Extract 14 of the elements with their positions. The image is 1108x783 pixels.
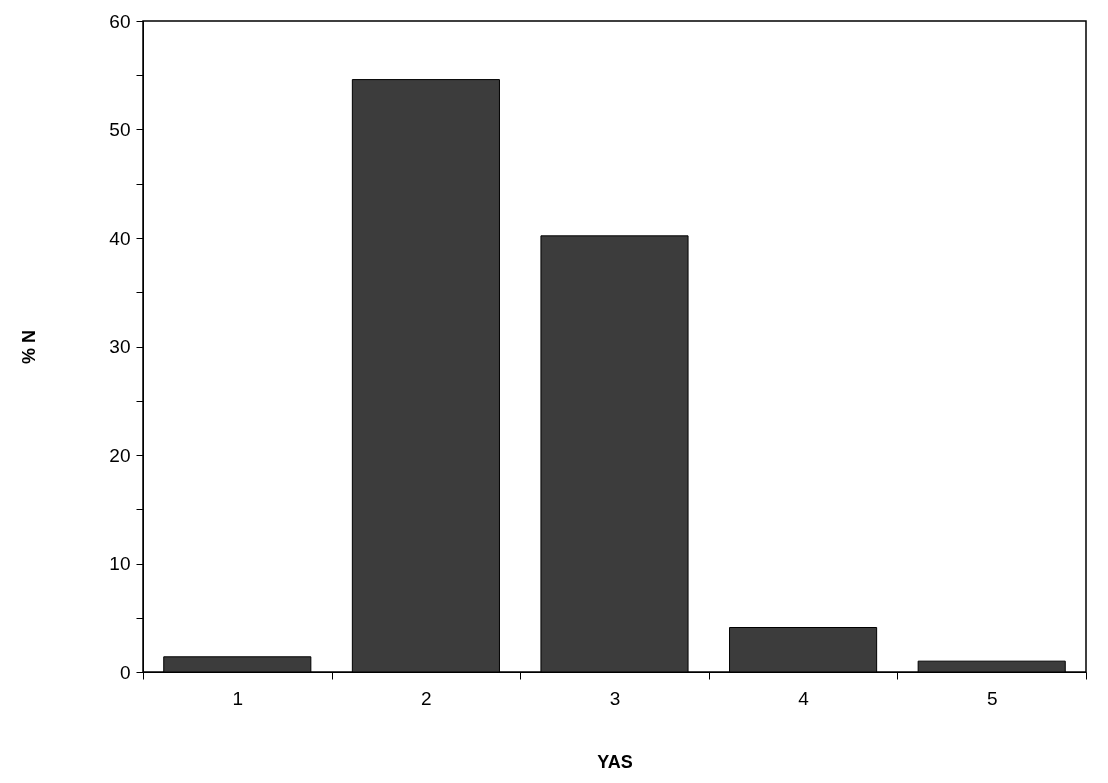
x-tick-label: 1 — [232, 687, 244, 709]
y-tick-label: 40 — [109, 227, 131, 249]
x-axis-title: YAS — [597, 751, 633, 772]
x-tick-label: 5 — [986, 687, 998, 709]
y-tick-label: 50 — [109, 119, 131, 140]
y-axis-title: % N — [19, 329, 40, 365]
x-tick-label: 3 — [609, 687, 621, 709]
x-tick-label: 2 — [421, 687, 432, 709]
x-tick-label: 4 — [798, 687, 810, 709]
y-tick-label: 0 — [119, 661, 131, 683]
y-tick-label: 20 — [109, 444, 131, 466]
y-tick-label: 10 — [109, 553, 131, 574]
y-tick-label: 30 — [109, 336, 131, 357]
y-tick-label: 60 — [109, 10, 131, 32]
